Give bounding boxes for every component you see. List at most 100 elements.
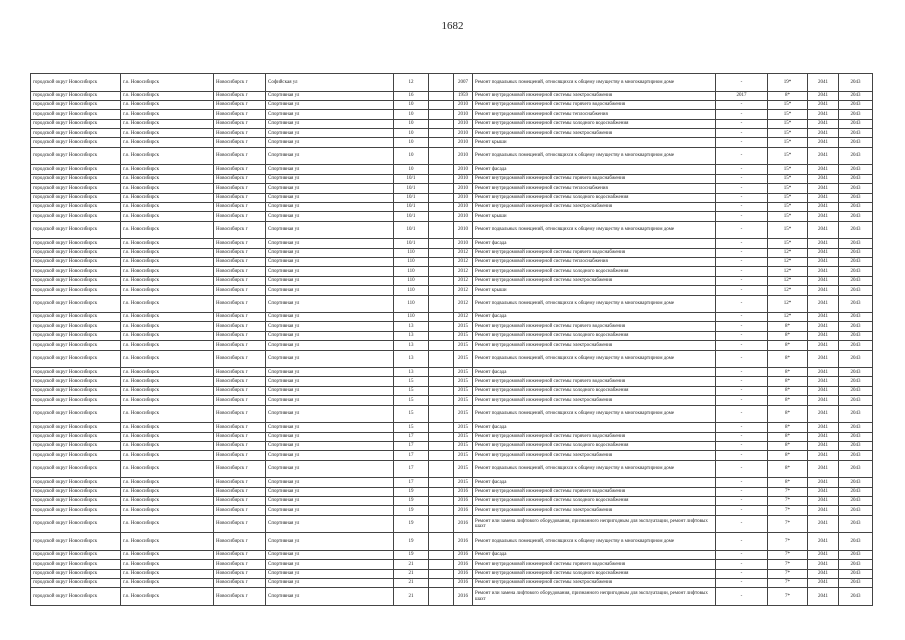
year-cell: 2012 [453, 294, 473, 314]
end-year-cell: 2043 [838, 459, 873, 479]
previous-repair-cell: - [715, 349, 768, 369]
end-year-cell: 2043 [838, 340, 873, 351]
page-number: 1682 [441, 20, 464, 32]
end-year-cell: 2043 [838, 164, 873, 175]
municipality-cell: г.о. Новосибирск [120, 146, 214, 166]
table-row: городской округ Новосибирск г.о. Новосиби… [30, 431, 873, 442]
start-year-cell: 2041 [807, 514, 839, 534]
end-year-cell: 2043 [838, 376, 873, 387]
period-cell: 15* [767, 128, 808, 139]
start-year-cell: 2041 [807, 587, 839, 606]
work-type-cell: Ремонт подвальных помещений, относящихся… [472, 459, 716, 479]
year-cell: 2012 [453, 275, 473, 287]
period-cell: 8* [767, 404, 808, 424]
city-cell: Новосибирск г [213, 549, 266, 561]
house-cell: 10 [393, 109, 429, 120]
municipality-cell: г.о. Новосибирск [120, 568, 214, 579]
end-year-cell: 2043 [838, 128, 873, 139]
street-cell: Спортивная ул [265, 440, 394, 452]
street-cell: Спортивная ул [265, 211, 394, 222]
previous-repair-cell: - [715, 312, 768, 323]
work-type-cell: Ремонт внутридомовой инженерной системы … [472, 321, 716, 332]
end-year-cell: 2043 [838, 118, 873, 130]
street-cell: Спортивная ул [265, 266, 394, 277]
table-row: городской округ Новосибирск г.о. Новосиби… [30, 238, 873, 249]
end-year-cell: 2043 [838, 275, 873, 287]
city-cell: Новосибирск г [213, 505, 266, 516]
city-cell: Новосибирск г [213, 73, 266, 92]
city-cell: Новосибирск г [213, 340, 266, 351]
municipality-cell: г.о. Новосибирск [120, 192, 214, 203]
previous-repair-cell: - [715, 450, 768, 461]
street-cell: Спортивная ул [265, 164, 394, 175]
period-cell: 8* [767, 367, 808, 378]
end-year-cell: 2043 [838, 247, 873, 258]
house-cell: 110 [393, 312, 429, 323]
street-cell: Спортивная ул [265, 422, 394, 433]
district-cell: городской округ Новосибирск [30, 220, 121, 240]
end-year-cell: 2043 [838, 450, 873, 461]
year-cell: 2015 [453, 450, 473, 461]
blank-cell [428, 192, 454, 203]
house-cell: 10 [393, 128, 429, 139]
street-cell: Спортивная ул [265, 486, 394, 498]
city-cell: Новосибирск г [213, 321, 266, 332]
period-cell: 12* [767, 275, 808, 287]
blank-cell [428, 256, 454, 268]
city-cell: Новосибирск г [213, 385, 266, 397]
blank-cell [428, 395, 454, 406]
street-cell: Спортивная ул [265, 128, 394, 139]
work-type-cell: Ремонт фасада [472, 164, 716, 175]
house-cell: 10/1 [393, 192, 429, 203]
start-year-cell: 2041 [807, 266, 839, 277]
end-year-cell: 2043 [838, 495, 873, 507]
table-row: городской округ Новосибирск г.о. Новосиби… [30, 312, 873, 323]
end-year-cell: 2043 [838, 514, 873, 534]
district-cell: городской округ Новосибирск [30, 404, 121, 424]
district-cell: городской округ Новосибирск [30, 211, 121, 222]
start-year-cell: 2041 [807, 220, 839, 240]
year-cell: 1959 [453, 90, 473, 101]
city-cell: Новосибирск г [213, 201, 266, 213]
table-row: городской округ Новосибирск г.о. Новосиби… [30, 294, 873, 314]
previous-repair-cell: - [715, 431, 768, 442]
work-type-cell: Ремонт внутридомовой инженерной системы … [472, 275, 716, 287]
start-year-cell: 2041 [807, 577, 839, 589]
street-cell: Спортивная ул [265, 312, 394, 323]
end-year-cell: 2043 [838, 404, 873, 424]
street-cell: Спортивная ул [265, 431, 394, 442]
start-year-cell: 2041 [807, 505, 839, 516]
start-year-cell: 2041 [807, 459, 839, 479]
previous-repair-cell: - [715, 146, 768, 166]
year-cell: 2010 [453, 201, 473, 213]
start-year-cell: 2041 [807, 109, 839, 120]
blank-cell [428, 90, 454, 101]
start-year-cell: 2041 [807, 422, 839, 433]
blank-cell [428, 459, 454, 479]
previous-repair-cell: - [715, 404, 768, 424]
previous-repair-cell: - [715, 340, 768, 351]
district-cell: городской округ Новосибирск [30, 495, 121, 507]
city-cell: Новосибирск г [213, 164, 266, 175]
year-cell: 2007 [453, 73, 473, 92]
blank-cell [428, 201, 454, 213]
city-cell: Новосибирск г [213, 285, 266, 296]
blank-cell [428, 431, 454, 442]
city-cell: Новосибирск г [213, 440, 266, 452]
district-cell: городской округ Новосибирск [30, 477, 121, 488]
start-year-cell: 2041 [807, 367, 839, 378]
year-cell: 2010 [453, 192, 473, 203]
start-year-cell: 2041 [807, 99, 839, 111]
year-cell: 2010 [453, 211, 473, 222]
period-cell: 7* [767, 568, 808, 579]
house-cell: 19 [393, 532, 429, 551]
period-cell: 7* [767, 577, 808, 589]
municipality-cell: г.о. Новосибирск [120, 275, 214, 287]
period-cell: 12* [767, 312, 808, 323]
district-cell: городской округ Новосибирск [30, 349, 121, 369]
year-cell: 2015 [453, 330, 473, 342]
period-cell: 15* [767, 164, 808, 175]
year-cell: 2016 [453, 568, 473, 579]
previous-repair-cell: - [715, 211, 768, 222]
end-year-cell: 2043 [838, 137, 873, 148]
